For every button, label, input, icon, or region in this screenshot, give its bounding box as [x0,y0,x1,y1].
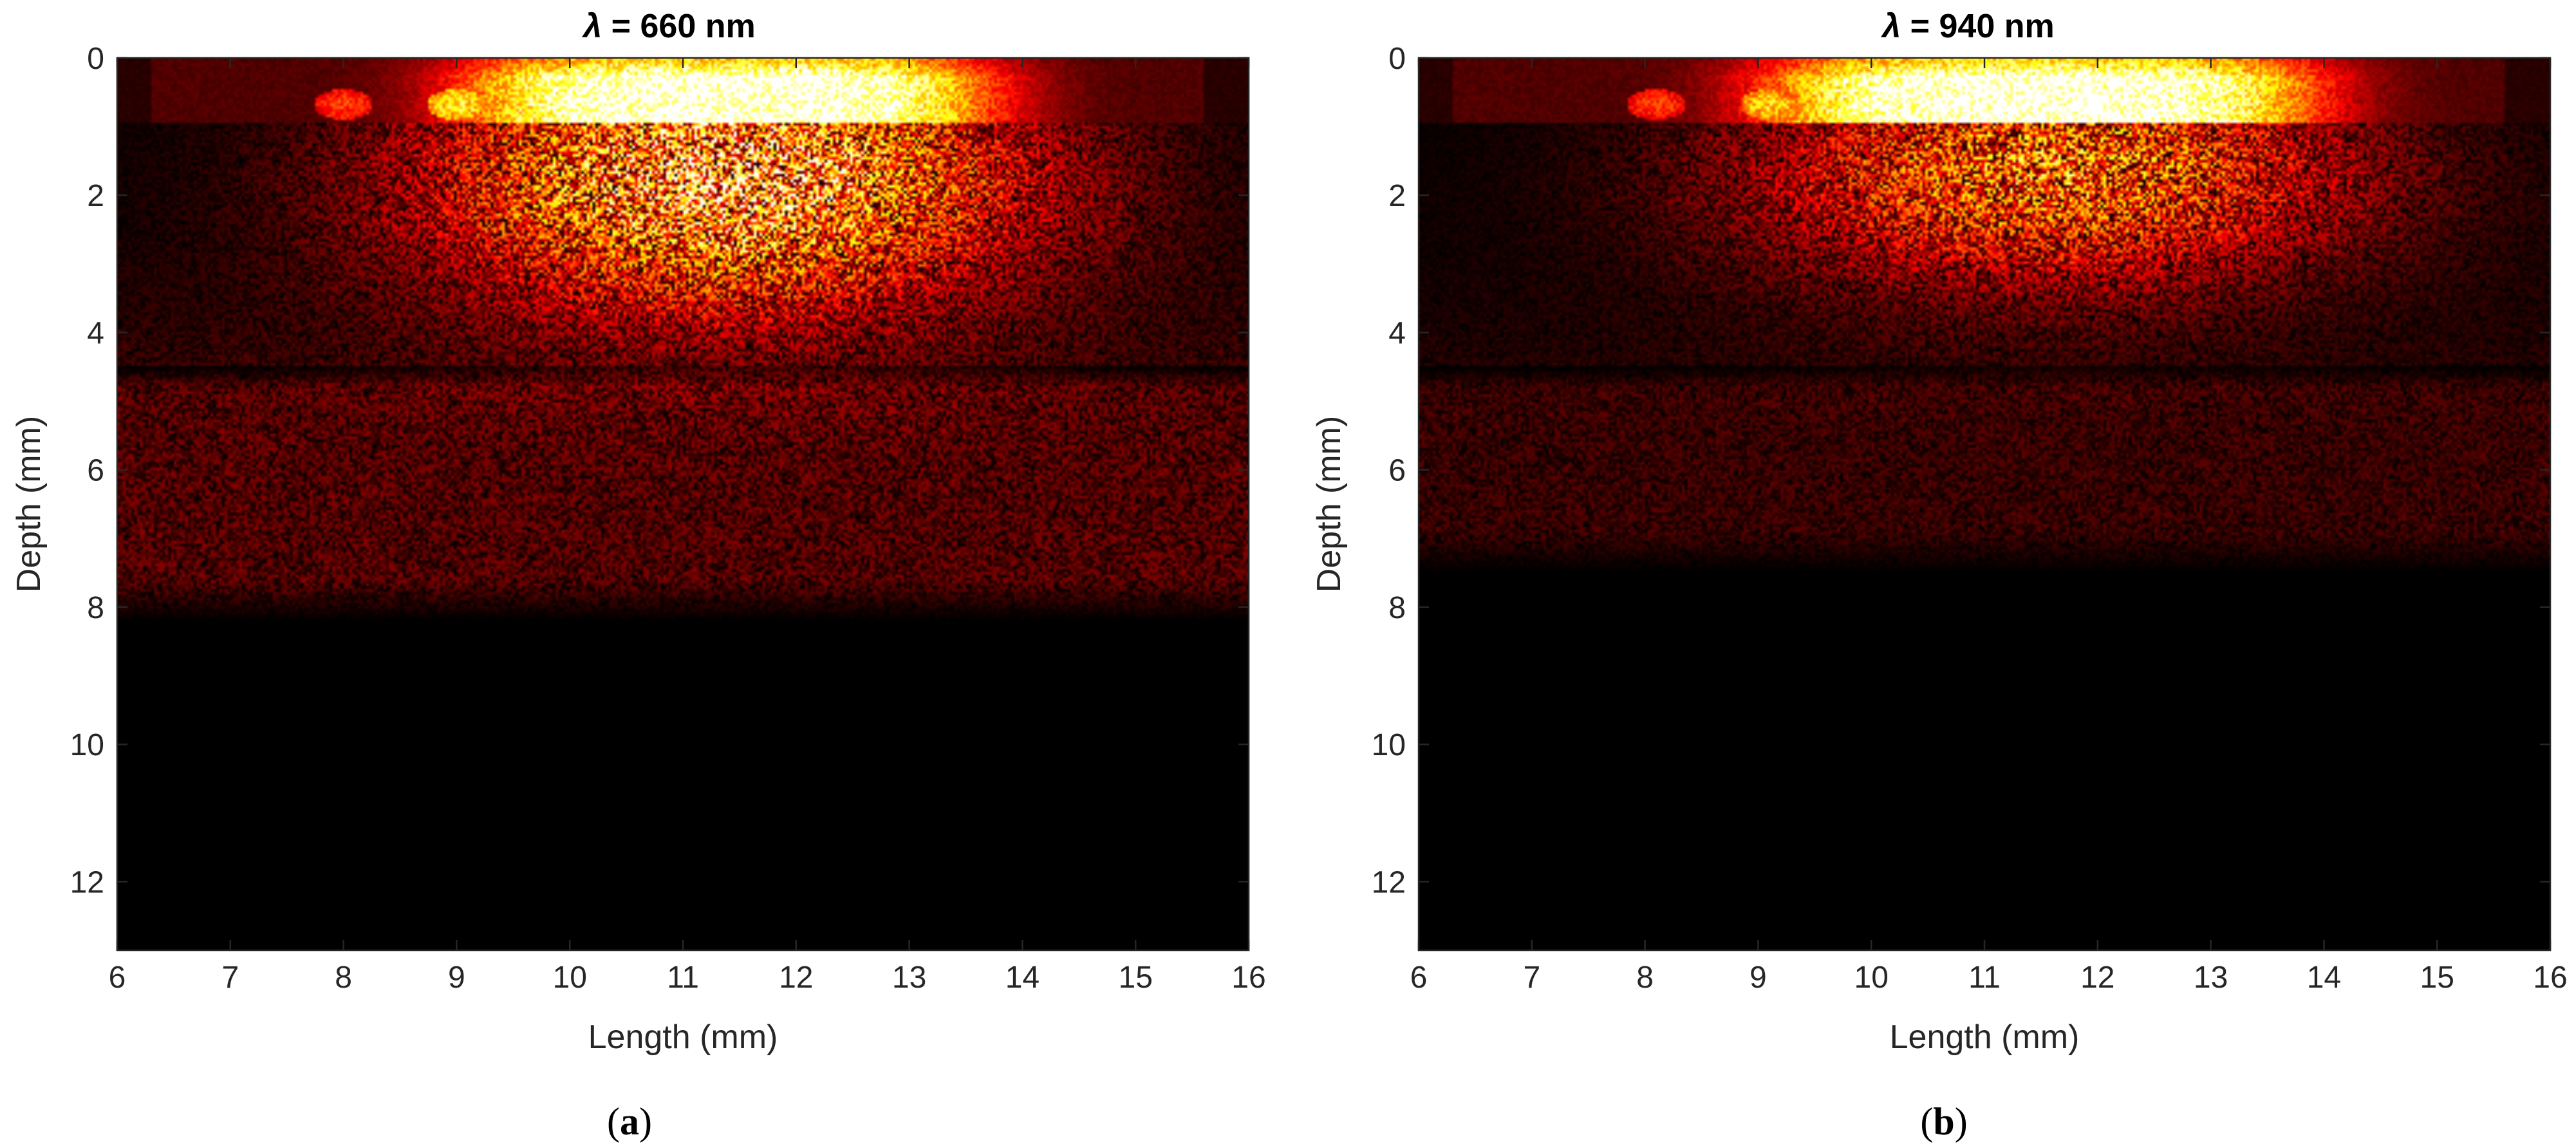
panel-b-label-open: ( [1920,1100,1933,1143]
panel-a-x-tick-label: 6 [109,961,126,995]
panel-b-x-tick-label: 12 [2080,961,2114,995]
panel-b-ticks: 6 7 8 9 10 11 12 13 14 15 16 0 2 4 6 8 10 12 [1372,42,2568,995]
panel-a: λ = 660 nm 6 7 8 9 10 11 12 13 14 15 16 0 2 4 6 8 10 12 L… [10,8,1266,1143]
panel-a-y-tick-label: 10 [70,728,104,762]
panel-b-y-axis-label: Depth (mm) [1311,416,1348,592]
panel-a-x-tick-label: 8 [335,961,352,995]
panel-b-x-tick-label: 15 [2420,961,2454,995]
panel-a-title-text: = 660 nm [602,8,755,45]
panel-a-x-axis-label: Length (mm) [588,1019,778,1056]
panel-b-label: (b) [1920,1100,1967,1143]
panel-b-label-close: ) [1955,1100,1968,1143]
panel-a-label-letter: a [620,1100,639,1143]
panel-b-title-symbol: λ [1880,8,1901,45]
panel-b-y-tick-label: 10 [1372,728,1406,762]
panel-b-x-tick-label: 11 [1968,961,2001,995]
panel-b-title-text: = 940 nm [1901,8,2054,45]
panel-a-ticks: 6 7 8 9 10 11 12 13 14 15 16 0 2 4 6 8 10 12 [70,42,1266,995]
panel-b-x-tick-label: 14 [2307,961,2341,995]
panel-b-y-tick-label: 8 [1388,591,1406,625]
panel-b-x-tick-label: 6 [1410,961,1428,995]
panel-a-y-axis-label: Depth (mm) [10,416,48,592]
panel-b-y-tick-label: 6 [1388,454,1406,488]
panel-a-x-tick-label: 10 [553,961,587,995]
panel-a-x-tick-label: 13 [892,961,926,995]
panel-b-title: λ = 940 nm [1880,8,2054,45]
panel-b-x-tick-label: 9 [1750,961,1767,995]
panel-a-x-tick-label: 14 [1005,961,1040,995]
panel-a-y-tick-label: 12 [70,865,104,899]
panel-b-y-tick-label: 0 [1388,42,1406,76]
panel-a-title: λ = 660 nm [581,8,755,45]
panel-a-x-tick-label: 16 [1231,961,1265,995]
panel-a-x-tick-label: 7 [221,961,239,995]
panel-a-y-tick-label: 0 [87,42,104,76]
panel-b-x-tick-label: 8 [1636,961,1654,995]
panel-a-x-tick-label: 12 [779,961,813,995]
panel-a-label: (a) [607,1100,652,1143]
panel-a-y-tick-label: 6 [87,454,104,488]
panel-a-heatmap-image [117,58,1249,950]
panel-a-y-tick-label: 8 [87,591,104,625]
panel-b-x-tick-label: 13 [2194,961,2228,995]
panel-a-y-tick-label: 4 [87,316,104,350]
panel-b-x-axis-label: Length (mm) [1890,1019,2080,1056]
panel-a-label-open: ( [607,1100,620,1143]
panel-a-x-tick-label: 9 [448,961,465,995]
panel-b-label-letter: b [1933,1100,1954,1143]
panel-b: λ = 940 nm 6 7 8 9 10 11 12 13 14 15 16 0 2 4 6 8 10 12 L… [1311,8,2568,1143]
panel-b-x-tick-label: 7 [1523,961,1540,995]
panel-a-title-symbol: λ [581,8,602,45]
panel-a-label-close: ) [639,1100,652,1143]
panel-b-x-tick-label: 10 [1854,961,1889,995]
panel-b-heatmap-image [1419,58,2550,950]
panel-b-y-tick-label: 4 [1388,316,1406,350]
panel-b-y-tick-label: 12 [1372,865,1406,899]
panel-b-y-tick-label: 2 [1388,179,1406,213]
panel-a-x-tick-label: 11 [667,961,699,995]
panel-a-y-tick-label: 2 [87,179,104,213]
panel-a-x-tick-label: 15 [1119,961,1153,995]
panel-b-x-tick-label: 16 [2533,961,2567,995]
